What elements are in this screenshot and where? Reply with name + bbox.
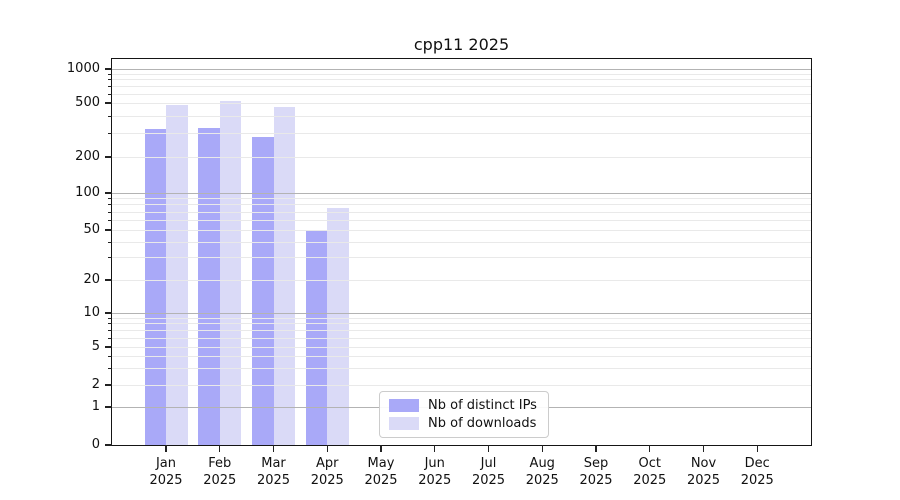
x-axis-tick xyxy=(219,445,221,452)
x-axis-tick-label: Dec 2025 xyxy=(740,456,774,488)
plot-area: 0 1 2 5 10 20 50 100 200 500 1000 Jan 2025 Feb 2025 M… xyxy=(67,58,812,488)
y-axis-tick-label: 5 xyxy=(91,339,100,354)
y-axis-minor-tick xyxy=(108,73,112,75)
bar-nb-of-downloads-feb xyxy=(219,101,242,445)
x-axis-tick xyxy=(487,445,490,452)
y-axis-minor-tick xyxy=(108,317,112,319)
x-axis-tick-label: Sep 2025 xyxy=(579,456,613,488)
y-axis-tick xyxy=(105,406,112,408)
x-axis-tick-label: Jul 2025 xyxy=(471,456,506,488)
x-axis-tick xyxy=(272,445,275,452)
y-axis-tick xyxy=(105,384,112,386)
y-axis-minor-tick xyxy=(108,323,112,325)
y-axis-minor-tick xyxy=(108,132,112,134)
x-axis-tick-label: Aug 2025 xyxy=(525,456,559,488)
y-axis-tick xyxy=(105,444,112,446)
y-axis-tick-label: 100 xyxy=(75,185,100,200)
bar-nb-of-downloads-jan xyxy=(166,105,188,445)
x-axis-tick xyxy=(541,445,543,452)
y-axis-tick xyxy=(105,312,112,314)
x-axis-tick-label: Mar 2025 xyxy=(256,456,291,488)
y-axis-tick xyxy=(105,156,112,158)
y-axis-minor-tick xyxy=(108,79,112,81)
y-axis-minor-tick xyxy=(108,367,112,369)
y-axis-minor-tick xyxy=(108,329,112,331)
y-axis-minor-tick xyxy=(108,198,112,200)
legend-swatch-icon xyxy=(389,399,419,412)
x-axis-tick-label: Nov 2025 xyxy=(686,456,721,488)
x-axis-tick xyxy=(380,445,382,452)
y-axis-tick-label: 50 xyxy=(83,222,100,237)
x-axis-tick-label: Feb 2025 xyxy=(203,456,237,488)
x-axis-tick-label: May 2025 xyxy=(364,456,398,488)
x-axis-tick xyxy=(326,445,328,452)
y-axis-tick-label: 2 xyxy=(91,377,100,392)
x-axis-tick xyxy=(649,445,651,452)
y-axis-tick-label: 1000 xyxy=(66,61,100,76)
bar-nb-of-distinct-ips-feb xyxy=(198,128,220,445)
axes-layer: 0 1 2 5 10 20 50 100 200 500 1000 Jan 2025 Feb 2025 M… xyxy=(67,59,811,488)
y-axis-tick-label: 10 xyxy=(83,305,100,320)
legend-label: Nb of distinct IPs xyxy=(428,398,537,413)
y-axis-tick xyxy=(105,279,112,281)
y-axis-tick-label: 1 xyxy=(91,399,100,414)
y-axis-tick xyxy=(105,68,112,70)
x-axis-tick xyxy=(434,445,436,452)
y-axis-minor-tick xyxy=(108,93,112,95)
x-axis-tick-label: Oct 2025 xyxy=(633,456,667,488)
y-axis-minor-tick xyxy=(108,337,112,339)
legend-item: Nb of distinct IPs xyxy=(389,398,537,413)
x-axis-tick xyxy=(756,445,758,452)
x-axis-tick xyxy=(165,445,167,452)
y-axis-tick-label: 0 xyxy=(91,437,100,452)
y-axis-minor-tick xyxy=(108,115,112,117)
y-axis-tick-label: 200 xyxy=(75,149,100,164)
y-axis-tick-label: 500 xyxy=(75,95,100,110)
legend-item: Nb of downloads xyxy=(389,416,537,431)
bar-nb-of-downloads-mar xyxy=(273,107,295,445)
legend-label: Nb of downloads xyxy=(428,416,537,431)
x-axis-tick-label: Apr 2025 xyxy=(310,456,344,488)
y-axis-minor-tick xyxy=(108,204,112,206)
x-axis-tick xyxy=(595,445,597,452)
y-axis-minor-tick xyxy=(108,85,112,87)
legend-swatch-icon xyxy=(389,417,419,430)
bar-nb-of-distinct-ips-apr xyxy=(305,230,328,445)
y-axis-minor-tick xyxy=(108,355,112,357)
legend: Nb of distinct IPs Nb of downloads xyxy=(379,391,549,438)
bar-nb-of-distinct-ips-jan xyxy=(144,129,166,445)
y-axis-tick xyxy=(105,102,112,104)
y-axis-tick xyxy=(105,346,112,348)
y-axis-tick xyxy=(105,192,112,194)
y-axis-minor-tick xyxy=(108,219,112,221)
bar-nb-of-downloads-apr xyxy=(327,208,349,445)
x-axis-tick-label: Jan 2025 xyxy=(149,456,183,488)
chart-title: cpp11 2025 xyxy=(413,35,510,54)
x-axis-tick-label: Jun 2025 xyxy=(418,456,452,488)
y-axis-minor-tick xyxy=(108,241,112,243)
x-axis-tick xyxy=(702,445,705,452)
y-axis-minor-tick xyxy=(108,257,112,259)
y-axis-tick-label: 20 xyxy=(83,272,100,287)
y-axis-minor-tick xyxy=(108,211,112,213)
y-axis-tick xyxy=(105,229,112,231)
